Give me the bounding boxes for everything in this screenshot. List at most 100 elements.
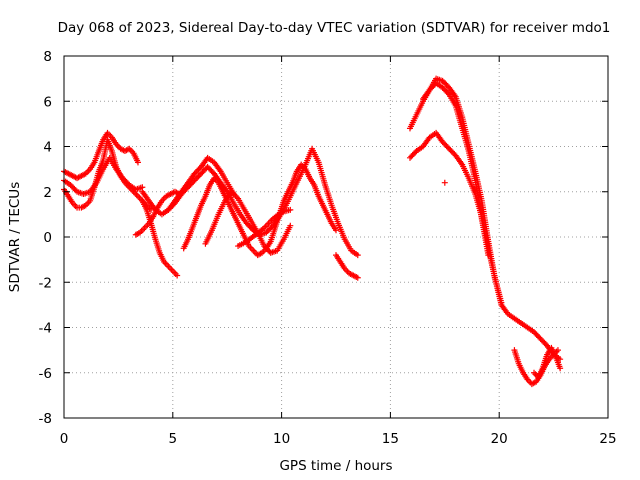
data-point <box>123 179 130 186</box>
data-point <box>195 173 202 180</box>
data-point <box>485 252 492 259</box>
data-point <box>540 338 547 345</box>
y-tick-label: 8 <box>43 49 52 65</box>
y-tick-label: 4 <box>43 140 52 156</box>
data-point <box>70 184 77 191</box>
y-axis-label: SDTVAR / TECUs <box>7 182 23 292</box>
data-point <box>198 170 205 177</box>
data-point <box>194 167 201 174</box>
data-point <box>557 365 564 372</box>
data-point <box>202 166 209 173</box>
data-point <box>439 84 446 91</box>
data-point <box>68 183 75 190</box>
x-tick-labels: 0 5 10 15 20 25 <box>60 431 617 447</box>
data-point <box>430 82 437 89</box>
data-point <box>409 152 416 159</box>
data-point <box>134 159 141 166</box>
data-point <box>262 244 269 251</box>
data-point <box>450 149 457 156</box>
data-point <box>231 191 238 198</box>
data-point <box>534 333 541 340</box>
data-point <box>229 190 236 197</box>
data-point <box>121 176 128 183</box>
axis-ticks <box>63 55 609 419</box>
data-point <box>208 167 215 174</box>
data-point <box>439 77 446 84</box>
data-point <box>191 170 198 177</box>
data-point <box>119 175 126 182</box>
data-points <box>61 75 564 388</box>
data-point <box>190 178 197 185</box>
data-point <box>188 180 195 187</box>
y-tick-label: 0 <box>43 230 52 246</box>
data-point <box>199 169 206 176</box>
data-point <box>444 90 451 97</box>
data-point <box>182 186 189 193</box>
x-tick-label: 10 <box>273 431 290 447</box>
data-point <box>261 243 268 250</box>
data-point <box>537 335 544 342</box>
data-point <box>246 223 253 230</box>
y-tick-label: 2 <box>43 185 52 201</box>
data-point <box>265 226 272 233</box>
data-point <box>444 144 451 151</box>
data-point <box>446 145 453 152</box>
data-point <box>192 176 199 183</box>
data-point <box>181 188 188 195</box>
data-point <box>263 229 270 236</box>
data-point <box>536 334 543 341</box>
data-point <box>263 245 270 252</box>
data-point <box>440 79 447 86</box>
data-point <box>442 141 449 148</box>
data-point <box>264 228 271 235</box>
data-point <box>174 272 181 279</box>
x-axis-label: GPS time / hours <box>279 458 392 474</box>
data-point <box>228 188 235 195</box>
data-point <box>205 165 212 172</box>
data-point <box>443 81 450 88</box>
data-point <box>67 181 74 188</box>
data-point <box>233 194 240 201</box>
data-point <box>429 84 436 91</box>
data-point <box>122 177 129 184</box>
data-point <box>498 299 505 306</box>
data-point <box>200 167 207 174</box>
data-point <box>265 247 272 254</box>
data-point <box>207 166 214 173</box>
data-point <box>192 169 199 176</box>
data-point <box>166 205 173 212</box>
data-point <box>427 85 434 92</box>
data-point <box>71 186 78 193</box>
data-point <box>179 189 186 196</box>
data-point <box>442 87 449 94</box>
x-tick-label: 20 <box>491 431 508 447</box>
data-point <box>185 184 192 191</box>
y-tick-label: -2 <box>39 275 52 291</box>
data-point <box>195 166 202 173</box>
y-tick-label: -4 <box>39 321 52 337</box>
data-point <box>333 227 339 234</box>
data-point <box>196 172 203 179</box>
data-point <box>287 222 294 229</box>
data-point <box>243 220 250 227</box>
data-point <box>448 148 455 155</box>
data-point <box>191 177 198 184</box>
y-tick-label: -8 <box>39 411 52 427</box>
data-point <box>183 185 190 192</box>
data-point <box>554 347 561 354</box>
x-tick-label: 0 <box>60 431 69 447</box>
chart-title: Day 068 of 2023, Sidereal Day-to-day VTE… <box>58 20 611 36</box>
y-tick-label: -6 <box>39 366 52 382</box>
data-point <box>165 206 172 213</box>
data-point <box>406 154 413 161</box>
x-tick-label: 25 <box>599 431 616 447</box>
data-point <box>532 330 539 337</box>
data-point <box>204 163 211 170</box>
data-point <box>439 138 446 145</box>
data-point <box>541 339 548 346</box>
data-point <box>426 86 433 93</box>
data-point <box>447 147 454 154</box>
data-point <box>440 86 447 93</box>
x-tick-label: 5 <box>169 431 178 447</box>
